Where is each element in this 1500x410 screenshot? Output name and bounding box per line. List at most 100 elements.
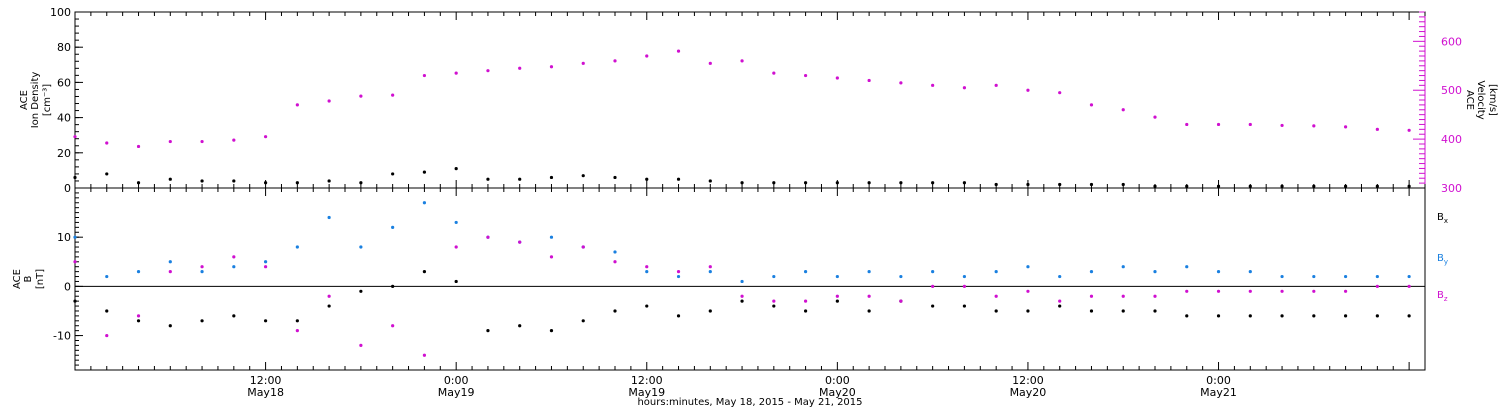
velocity-point <box>740 59 744 63</box>
bz-point <box>486 235 490 239</box>
velocity-point <box>1089 103 1094 107</box>
density-point <box>200 179 204 183</box>
bx-point <box>422 270 427 274</box>
bz-point <box>136 314 141 318</box>
bx-point <box>613 309 617 313</box>
by-point <box>1248 270 1252 274</box>
by-point <box>1026 265 1030 269</box>
by-point <box>359 245 363 249</box>
bz-point <box>613 260 617 264</box>
bx-point <box>263 319 268 323</box>
plasma-panel-frame <box>74 11 1426 189</box>
by-point <box>1185 265 1189 269</box>
by-point <box>613 250 617 254</box>
velocity-point <box>232 138 236 142</box>
bx-point <box>962 304 967 308</box>
time-tick-label: 0:00 <box>825 374 850 387</box>
velocity-point <box>1185 122 1189 127</box>
velocity-point <box>613 59 617 63</box>
density-point <box>613 175 617 180</box>
velocity-point <box>295 103 299 107</box>
field-axis: -10 0 10 <box>53 187 83 371</box>
legend-bx: Bx <box>1437 212 1448 225</box>
velocity-point <box>899 81 903 85</box>
velocity-point <box>772 71 776 75</box>
by-point <box>1312 274 1316 279</box>
bx-point <box>1375 314 1379 318</box>
by-point <box>295 245 299 249</box>
bz-point <box>1089 294 1094 298</box>
bx-point <box>136 319 141 323</box>
by-point <box>835 274 839 279</box>
density-point <box>136 181 141 185</box>
bx-point <box>200 319 204 323</box>
density-point <box>708 179 712 183</box>
bz-point <box>200 265 204 269</box>
by-point <box>1153 270 1157 274</box>
by-point <box>454 220 458 225</box>
bz-point <box>359 343 363 348</box>
density-point <box>676 177 681 181</box>
velocity-point <box>835 76 839 80</box>
velocity-point <box>1153 115 1157 119</box>
legend-bx-subscript: x <box>1444 217 1448 225</box>
velocity-ylabel-line2: Velocity <box>1475 80 1486 119</box>
density-point <box>73 175 77 180</box>
field-tick-label: 10 <box>57 231 71 244</box>
velocity-point <box>994 83 998 87</box>
velocity-point <box>803 73 808 78</box>
bz-point <box>295 329 299 333</box>
bz-point <box>994 294 998 298</box>
bz-point <box>1375 284 1379 288</box>
bx-point <box>645 304 649 308</box>
bx-point <box>1312 314 1316 318</box>
by-point <box>1216 270 1221 274</box>
velocity-axis: 300 400 500 600 <box>1413 11 1462 195</box>
density-tick-label: 100 <box>50 6 71 19</box>
bx-point <box>740 299 744 303</box>
bx-point <box>327 304 331 308</box>
density-tick-label: 60 <box>57 76 71 89</box>
bz-point <box>1026 289 1030 293</box>
bz-point <box>645 265 649 269</box>
bz-point <box>962 284 967 288</box>
by-point <box>200 270 204 274</box>
bx-point <box>295 319 299 323</box>
bz-point <box>454 245 458 249</box>
bz-point <box>1185 289 1189 293</box>
by-point <box>263 260 268 264</box>
by-series <box>73 201 1411 284</box>
by-point <box>867 270 871 274</box>
bx-point <box>391 284 395 288</box>
velocity-point <box>645 54 649 58</box>
legend-bz: Bz <box>1437 290 1448 303</box>
velocity-point <box>263 135 268 139</box>
density-tick-label: 20 <box>57 147 71 160</box>
bx-point <box>994 309 998 313</box>
field-ylabel-line3: [nT] <box>35 269 46 289</box>
bz-point <box>1058 299 1062 303</box>
by-point <box>645 270 649 274</box>
bx-point <box>708 309 712 313</box>
velocity-series <box>73 49 1411 149</box>
time-tick-label: 0:00 <box>444 374 469 387</box>
date-tick-label: May20 <box>819 386 856 399</box>
velocity-point <box>200 139 204 144</box>
velocity-point <box>391 93 395 97</box>
bx-point <box>931 304 935 308</box>
bz-point <box>1216 289 1221 293</box>
by-point <box>168 260 172 264</box>
time-axis: 12:00May180:00May1912:00May190:00May2012… <box>74 12 1426 399</box>
density-point <box>645 177 649 181</box>
by-point <box>73 235 77 239</box>
field-ylabel-line2: B <box>23 275 34 282</box>
by-point <box>422 201 427 205</box>
by-point <box>962 274 967 279</box>
velocity-ylabel-line3: [km/s] <box>1487 84 1498 116</box>
bx-point <box>1058 304 1062 308</box>
density-ylabel-line2: Ion Density <box>30 72 41 129</box>
bx-point <box>73 299 77 303</box>
density-tick-label: 0 <box>64 182 71 195</box>
bz-point <box>1153 294 1157 298</box>
velocity-ylabel-line1: ACE <box>1464 90 1475 110</box>
